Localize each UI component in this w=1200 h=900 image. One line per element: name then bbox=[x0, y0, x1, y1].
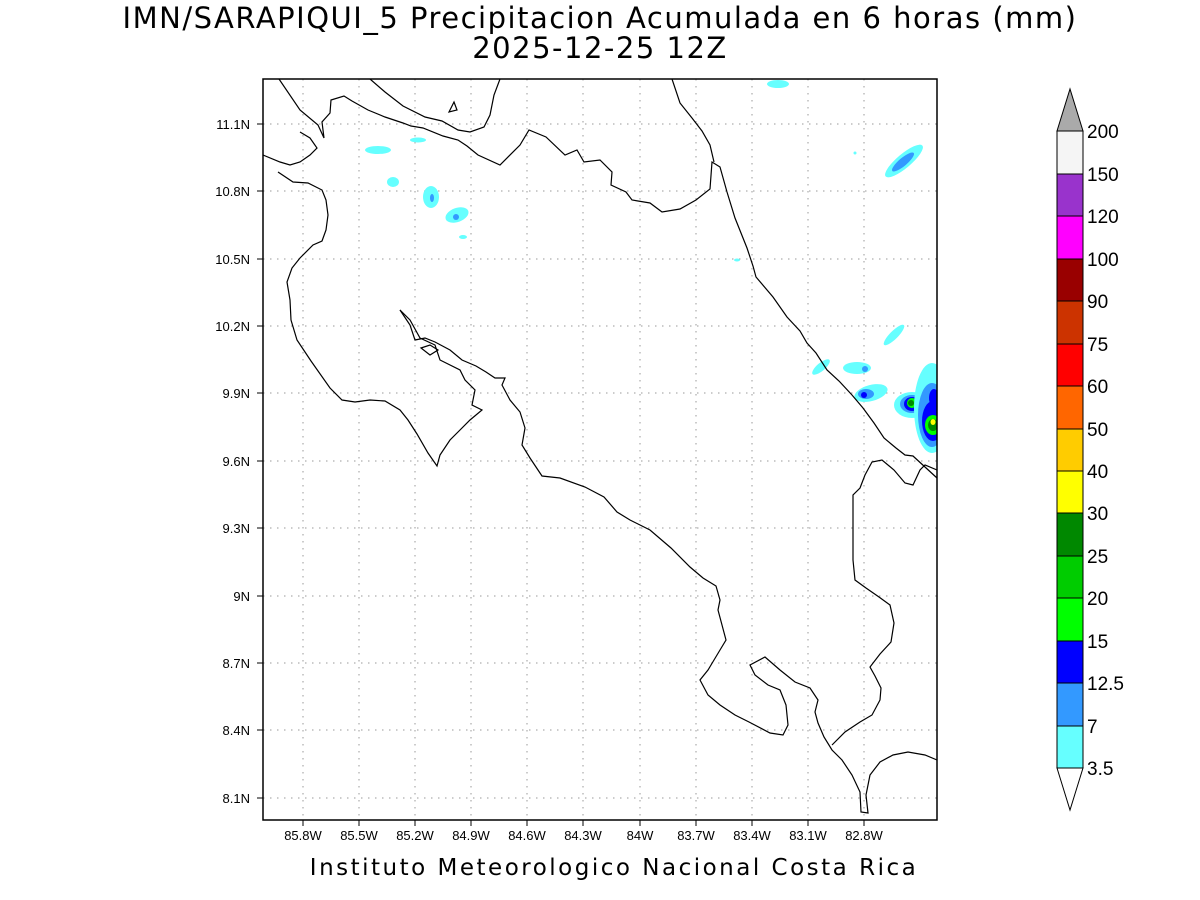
lon-tick-label: 85.8W bbox=[284, 828, 322, 843]
axis-ticks bbox=[257, 123, 865, 826]
lat-tick-label: 8.7N bbox=[223, 656, 250, 671]
lat-tick-label: 9.9N bbox=[223, 386, 250, 401]
lon-tick-label: 83.7W bbox=[677, 828, 715, 843]
colorbar-label: 7 bbox=[1087, 717, 1098, 738]
lon-tick-label: 82.8W bbox=[845, 828, 883, 843]
map-grid bbox=[263, 79, 937, 820]
colorbar-label: 50 bbox=[1087, 420, 1108, 441]
colorbar-label: 20 bbox=[1087, 589, 1108, 610]
colorbar-label: 150 bbox=[1087, 165, 1119, 186]
lon-tick-label: 84W bbox=[627, 828, 654, 843]
colorbar-over-arrow bbox=[1056, 87, 1084, 132]
lon-tick-label: 83.4W bbox=[733, 828, 771, 843]
colorbar-label: 200 bbox=[1087, 122, 1119, 143]
colorbar-label: 30 bbox=[1087, 504, 1108, 525]
institution-credit: Instituto Meteorologico Nacional Costa R… bbox=[309, 855, 919, 881]
colorbar-label: 90 bbox=[1087, 292, 1108, 313]
lon-tick-label: 84.3W bbox=[564, 828, 602, 843]
lat-tick-label: 8.1N bbox=[223, 791, 250, 806]
colorbar-label: 60 bbox=[1087, 377, 1108, 398]
precipitation-contours bbox=[365, 80, 937, 453]
map-title: IMN/SARAPIQUI_5 Precipitacion Acumulada … bbox=[122, 1, 1078, 35]
map-frame bbox=[262, 78, 938, 821]
colorbar-label: 25 bbox=[1087, 547, 1108, 568]
lat-tick-label: 8.4N bbox=[223, 723, 250, 738]
colorbar-under-arrow bbox=[1056, 767, 1084, 812]
lat-tick-label: 10.2N bbox=[215, 319, 250, 334]
lat-tick-label: 9N bbox=[233, 589, 250, 604]
lon-tick-label: 83.1W bbox=[789, 828, 827, 843]
colorbar-label: 40 bbox=[1087, 462, 1108, 483]
colorbar-label: 3.5 bbox=[1087, 759, 1113, 780]
lat-tick-label: 10.8N bbox=[215, 184, 250, 199]
lat-tick-label: 9.6N bbox=[223, 454, 250, 469]
lat-tick-label: 9.3N bbox=[223, 521, 250, 536]
colorbar-label: 15 bbox=[1087, 632, 1108, 653]
lon-tick-label: 84.6W bbox=[508, 828, 546, 843]
map-valid-time: 2025-12-25 12Z bbox=[472, 31, 728, 65]
lon-tick-label: 84.9W bbox=[452, 828, 490, 843]
lon-tick-label: 85.2W bbox=[396, 828, 434, 843]
colorbar-label: 12.5 bbox=[1087, 674, 1124, 695]
colorbar bbox=[1056, 87, 1084, 812]
colorbar-label: 100 bbox=[1087, 250, 1119, 271]
lat-tick-label: 11.1N bbox=[216, 117, 250, 132]
lon-tick-label: 85.5W bbox=[340, 828, 378, 843]
lat-tick-label: 10.5N bbox=[215, 252, 250, 267]
colorbar-label: 75 bbox=[1087, 335, 1108, 356]
coastline bbox=[263, 79, 937, 814]
colorbar-label: 120 bbox=[1087, 207, 1119, 228]
